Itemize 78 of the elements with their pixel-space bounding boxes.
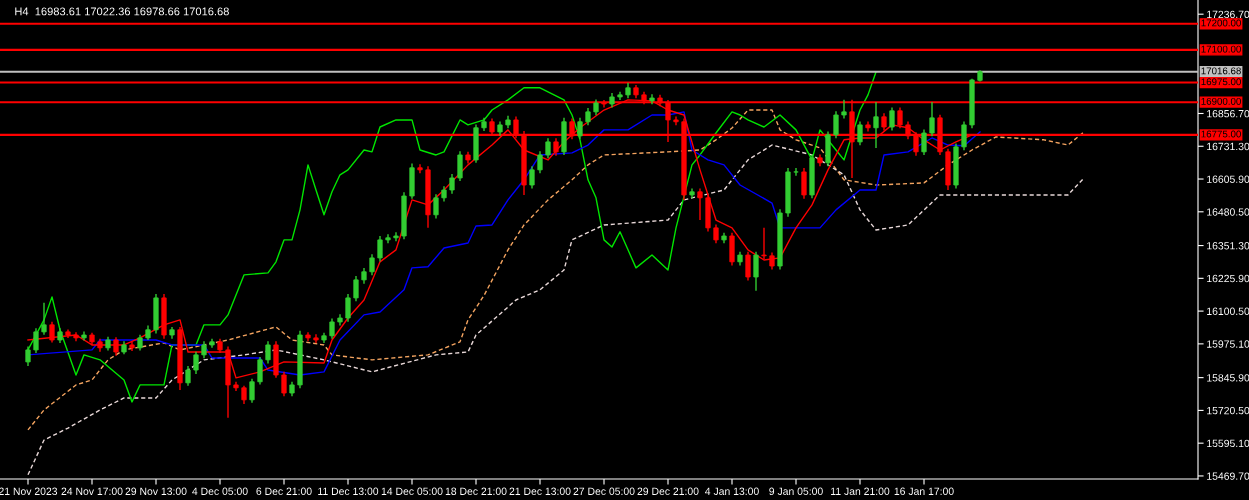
ref-line-label: 16775.00: [1201, 130, 1241, 138]
line-series: [27, 71, 877, 403]
x-tick-label: 18 Dec 21:00: [445, 487, 507, 495]
x-tick-label: 4 Dec 05:00: [192, 487, 248, 495]
y-tick-label: 16605.90: [1207, 175, 1249, 183]
candlestick: [801, 167, 807, 200]
candlestick: [545, 137, 551, 160]
x-tick-label: 24 Nov 17:00: [61, 487, 123, 495]
candlestick: [921, 128, 927, 156]
candlestick: [449, 173, 455, 195]
candlestick: [761, 227, 767, 260]
ref-line-label: 17200.00: [1201, 19, 1241, 27]
candlestick: [889, 106, 895, 132]
candlestick: [697, 187, 703, 221]
candlestick: [41, 302, 47, 336]
candlestick: [793, 167, 799, 177]
y-tick-label: 15595.10: [1207, 439, 1249, 448]
x-tick-label: 4 Jan 13:00: [705, 487, 759, 495]
candlestick: [25, 345, 31, 367]
text: H4 16983.61 17022.36 16978.66 17016.68: [15, 7, 229, 16]
candlestick: [249, 377, 255, 404]
x-tick-label: 29 Nov 13:00: [125, 487, 187, 495]
y-tick-label: 16100.50: [1207, 307, 1249, 315]
candlestick: [841, 99, 847, 120]
x-tick-label: 9 Jan 05:00: [769, 487, 823, 495]
x-tick-label: 29 Dec 21:00: [637, 487, 699, 495]
ref-line-label: 16900.00: [1201, 97, 1241, 105]
candlestick: [377, 235, 383, 263]
y-tick-label: 15975.10: [1207, 340, 1249, 348]
line-series: [27, 144, 1085, 476]
candlestick: [33, 327, 39, 354]
candlestick: [961, 120, 967, 151]
candlestick: [529, 165, 535, 190]
candlestick: [329, 317, 335, 340]
x-tick-label: 11 Dec 13:00: [318, 487, 379, 495]
candlestick: [281, 371, 287, 397]
candlestick: [929, 101, 935, 137]
y-tick-label: 16856.70: [1207, 109, 1249, 118]
y-tick-label: 15720.50: [1207, 406, 1249, 415]
y-tick-label: 16351.30: [1207, 242, 1249, 250]
y-tick-label: 16225.90: [1207, 274, 1249, 283]
line-series: [27, 109, 1085, 431]
candlestick: [433, 193, 439, 220]
ref-line-label: 16975.00: [1201, 78, 1241, 86]
x-tick-label: 27 Dec 05:00: [573, 487, 635, 495]
candlestick: [393, 231, 399, 242]
candlestick: [353, 275, 359, 302]
x-tick-label: 16 Jan 17:00: [894, 487, 954, 495]
candlestick: [537, 150, 543, 174]
candlestick: [745, 250, 751, 282]
x-tick-label: 14 Dec 05:00: [381, 487, 443, 495]
candlestick: [873, 101, 879, 149]
candlestick: [753, 250, 759, 292]
candlestick: [713, 223, 719, 244]
candlestick: [241, 385, 247, 405]
candlestick: [369, 253, 375, 276]
candlestick: [193, 351, 199, 375]
ref-line-label: 17016.68: [1201, 67, 1241, 75]
y-tick-label: 15469.70: [1207, 472, 1249, 480]
x-tick-label: 11 Jan 21:00: [831, 487, 890, 495]
candlestick: [833, 110, 839, 139]
y-tick-label: 17236.70: [1207, 10, 1249, 19]
candlestick: [49, 320, 55, 344]
candlestick: [185, 365, 191, 387]
candlestick: [113, 336, 119, 357]
candlestick: [257, 356, 263, 386]
candlestick: [577, 117, 583, 140]
candlestick: [265, 340, 271, 365]
y-tick-label: 15845.90: [1207, 374, 1249, 382]
candlestick: [457, 150, 463, 182]
candlestick: [897, 106, 903, 130]
y-tick-label: 16731.30: [1207, 142, 1249, 151]
candlestick: [345, 293, 351, 323]
candlestick: [857, 120, 863, 146]
y-tick-label: 16480.50: [1207, 208, 1249, 216]
x-tick-label: 21 Dec 13:00: [509, 487, 571, 495]
ref-line-label: 17100.00: [1201, 45, 1241, 53]
x-tick-label: 6 Dec 21:00: [256, 487, 312, 495]
